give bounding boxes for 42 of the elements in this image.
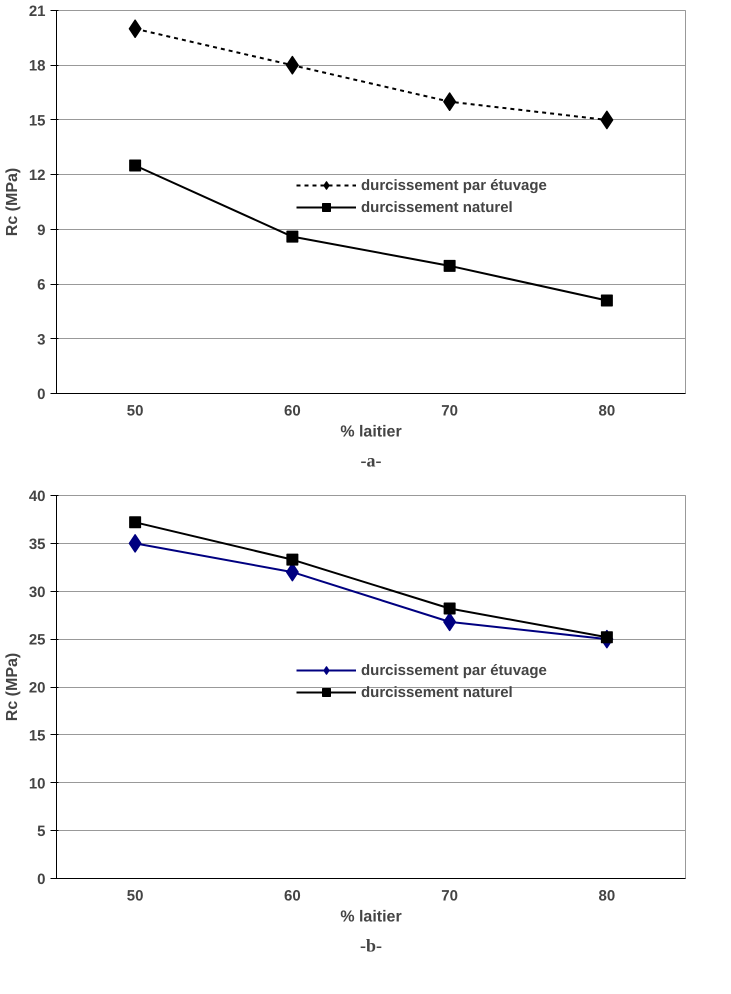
x-tick-label: 80 xyxy=(598,888,616,904)
x-axis-title: % laitier xyxy=(340,908,402,926)
y-tick-label: 10 xyxy=(28,775,46,792)
y-tick-label: 15 xyxy=(28,727,46,744)
x-tick-label: 50 xyxy=(126,402,144,420)
y-tick-label: 0 xyxy=(37,871,46,888)
x-tick-label: 70 xyxy=(441,402,458,420)
y-tick-label: 25 xyxy=(28,632,46,649)
point xyxy=(444,260,456,272)
y-tick-label: 35 xyxy=(28,536,46,553)
y-tick-label: 12 xyxy=(28,167,46,184)
x-axis-title: % laitier xyxy=(340,424,402,440)
x-tick-label: 60 xyxy=(284,888,301,904)
x-tick-label: 50 xyxy=(126,888,144,904)
legend-label: durcissement naturel xyxy=(361,198,513,216)
point xyxy=(600,294,613,306)
legend-label: durcissement naturel xyxy=(361,684,513,700)
legend-label: durcissement par étuvage xyxy=(361,176,547,194)
y-axis-title: Rc (MPa) xyxy=(4,652,21,722)
y-tick-label: 40 xyxy=(28,488,46,505)
point xyxy=(444,602,456,614)
x-tick-label: 80 xyxy=(598,402,616,420)
y-tick-label: 0 xyxy=(37,386,46,403)
point xyxy=(286,230,298,243)
y-tick-label: 30 xyxy=(28,584,46,601)
y-tick-label: 6 xyxy=(37,276,46,294)
legend-label: durcissement par étuvage xyxy=(361,662,547,678)
y-tick-label: 18 xyxy=(28,58,46,75)
y-tick-label: 9 xyxy=(37,222,46,239)
text: -b- xyxy=(360,936,382,956)
y-axis-title: Rc (MPa) xyxy=(4,168,21,236)
y-tick-label: 15 xyxy=(28,112,46,130)
point xyxy=(129,160,142,172)
y-tick-label: 20 xyxy=(28,680,46,696)
point xyxy=(286,554,298,566)
text: -a- xyxy=(360,450,382,470)
y-tick-label: 5 xyxy=(37,823,46,840)
y-tick-label: 3 xyxy=(37,331,46,348)
x-tick-label: 60 xyxy=(284,402,301,420)
y-tick-label: 21 xyxy=(28,3,46,20)
point xyxy=(129,516,142,528)
x-tick-label: 70 xyxy=(441,888,458,904)
